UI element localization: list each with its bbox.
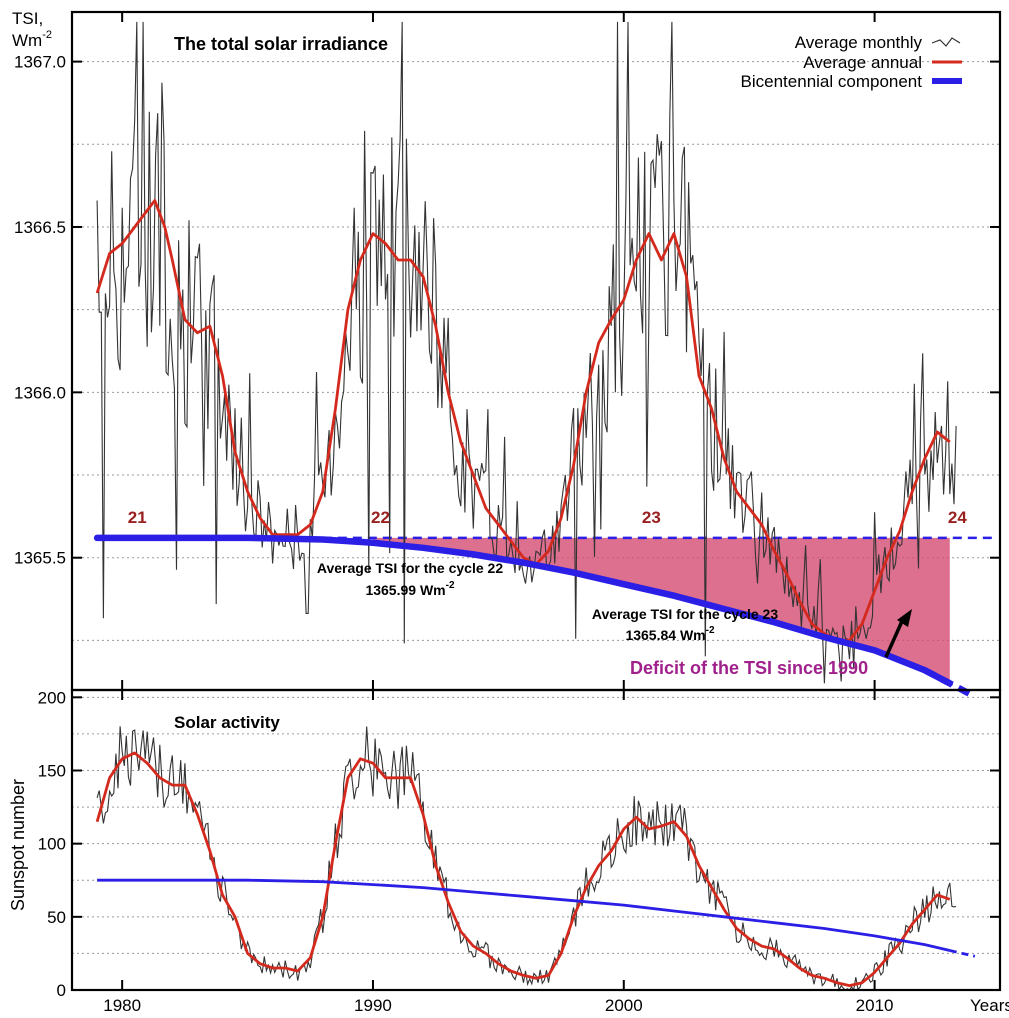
tsi-annotations: Average TSI for the cycle 22 1365.99 Wm-… bbox=[317, 560, 912, 678]
annotation-cycle23-line1: Average TSI for the cycle 23 bbox=[592, 606, 778, 622]
tsi-y-label-line1: TSI, bbox=[12, 9, 43, 28]
tsi-bicentennial-line bbox=[93, 534, 954, 687]
annotation-cycle23-line2: 1365.84 Wm-2 bbox=[625, 625, 715, 643]
cycle-label: 24 bbox=[948, 508, 967, 527]
deficit-arrow-head bbox=[897, 609, 912, 627]
tsi-title: The total solar irradiance bbox=[174, 34, 388, 54]
tsi-panel: 1367.0 1366.5 1366.0 1365.5 21 22 23 24 The to… bbox=[12, 9, 1002, 700]
sunspot-y-tick-label: 200 bbox=[38, 688, 66, 707]
tsi-cycle-labels: 21 22 23 24 bbox=[128, 508, 968, 527]
sunspot-x-tick-label: 2000 bbox=[605, 996, 643, 1015]
tsi-y-label-line2: Wm-2 bbox=[12, 29, 52, 50]
sunspot-bicentennial-line bbox=[97, 878, 951, 952]
sunspot-annual-line bbox=[95, 751, 951, 987]
deficit-label: Deficit of the TSI since 1990 bbox=[630, 658, 868, 678]
sunspot-y-tick-label: 50 bbox=[47, 908, 66, 927]
legend-label-monthly: Average monthly bbox=[795, 33, 923, 52]
sunspot-x-tick-label: 1990 bbox=[354, 996, 392, 1015]
tsi-y-tick-label: 1365.5 bbox=[14, 549, 66, 568]
tsi-bicentennial-extension bbox=[923, 667, 977, 700]
sunspot-y-label: Sunspot number bbox=[8, 779, 28, 911]
cycle-label: 22 bbox=[371, 508, 390, 527]
sunspot-x-tick-label: 1980 bbox=[103, 996, 141, 1015]
tsi-legend: Average monthly Average annual Bicentenn… bbox=[741, 33, 962, 91]
cycle-label: 21 bbox=[128, 508, 147, 527]
sunspot-y-tick-label: 0 bbox=[57, 981, 66, 1000]
cycle-label: 23 bbox=[642, 508, 661, 527]
tsi-annual-line bbox=[95, 199, 951, 642]
tsi-x-ticks bbox=[121, 12, 876, 690]
sunspot-grid bbox=[72, 696, 1000, 954]
annotation-cycle22-line2: 1365.99 Wm-2 bbox=[365, 580, 455, 598]
sunspot-bicentennial-extension bbox=[949, 949, 976, 958]
legend-label-bicentennial: Bicentennial component bbox=[741, 72, 923, 91]
deficit-arrow-shaft bbox=[884, 618, 905, 658]
sunspot-x-label: Years bbox=[970, 996, 1009, 1015]
sunspot-monthly-line bbox=[96, 726, 957, 992]
sunspot-y-tick-label: 150 bbox=[38, 761, 66, 780]
legend-swatch-monthly bbox=[931, 37, 961, 47]
tsi-y-ticks: 1367.0 1366.5 1366.0 1365.5 bbox=[14, 53, 1000, 568]
sunspot-panel: 0 50 100 150 200 1980 1990 2000 2010 Solar acti… bbox=[8, 688, 1009, 1015]
tsi-y-tick-label: 1367.0 bbox=[14, 53, 66, 72]
sunspot-title: Solar activity bbox=[174, 713, 280, 732]
legend-label-annual: Average annual bbox=[803, 53, 922, 72]
tsi-deficit-area bbox=[373, 537, 950, 684]
sunspot-y-ticks: 0 50 100 150 200 bbox=[38, 688, 1000, 1000]
tsi-monthly-line bbox=[96, 21, 957, 684]
sunspot-x-tick-label: 2010 bbox=[856, 996, 894, 1015]
tsi-y-tick-label: 1366.0 bbox=[14, 383, 66, 402]
sunspot-y-tick-label: 100 bbox=[38, 835, 66, 854]
tsi-y-tick-label: 1366.5 bbox=[14, 218, 66, 237]
annotation-cycle22-line1: Average TSI for the cycle 22 bbox=[317, 560, 503, 576]
sunspot-x-ticks: 1980 1990 2000 2010 bbox=[103, 690, 894, 1015]
sunspot-frame bbox=[70, 688, 1002, 992]
